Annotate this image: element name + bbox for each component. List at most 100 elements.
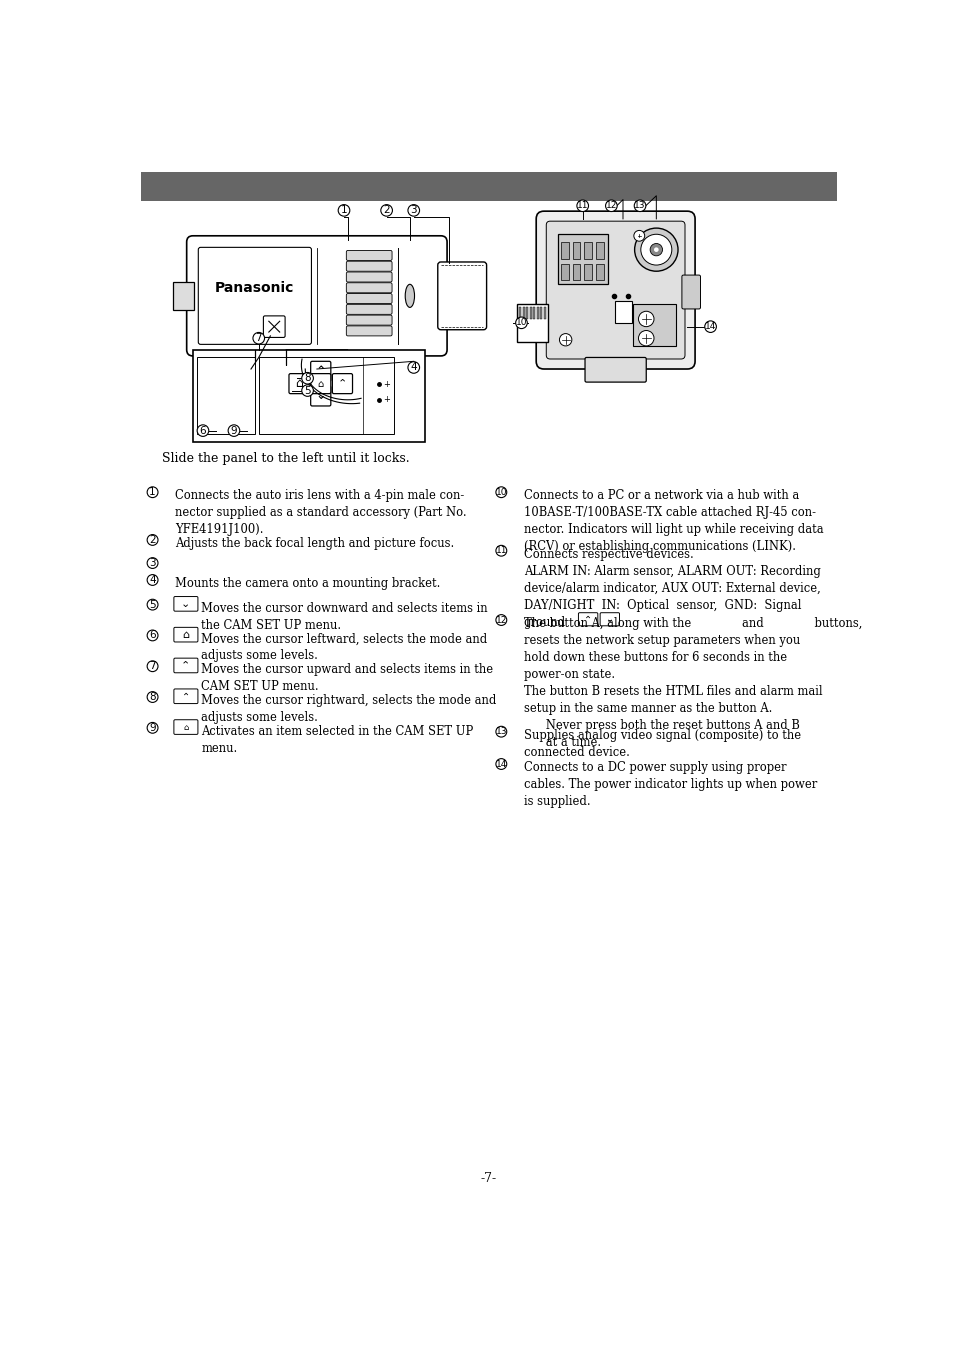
Text: 13: 13 [634, 201, 645, 210]
Bar [525, 308, 528, 318]
Bar [615, 301, 632, 322]
Circle shape [605, 200, 617, 212]
Text: ⌄: ⌄ [605, 614, 613, 625]
Circle shape [253, 332, 264, 344]
Text: 11: 11 [577, 201, 588, 210]
Text: 4: 4 [149, 575, 155, 585]
Circle shape [408, 205, 419, 216]
FancyBboxPatch shape [173, 596, 197, 611]
FancyBboxPatch shape [346, 294, 392, 304]
Text: 4: 4 [410, 363, 416, 372]
FancyBboxPatch shape [346, 283, 392, 293]
Circle shape [337, 205, 350, 216]
Circle shape [633, 231, 644, 241]
Text: ⌄: ⌄ [315, 390, 326, 402]
Bar [536, 308, 538, 318]
Circle shape [147, 575, 158, 585]
Text: 7: 7 [149, 661, 155, 672]
Circle shape [704, 321, 716, 332]
Text: ⌂: ⌂ [182, 630, 190, 639]
FancyBboxPatch shape [536, 212, 695, 370]
Bar [533, 308, 535, 318]
Text: -7-: -7- [480, 1172, 497, 1186]
Circle shape [228, 425, 239, 436]
FancyBboxPatch shape [173, 658, 197, 673]
Text: Moves the cursor leftward, selects the mode and
adjusts some levels.: Moves the cursor leftward, selects the m… [201, 633, 487, 662]
Text: 5: 5 [149, 599, 155, 610]
Circle shape [634, 200, 645, 212]
FancyBboxPatch shape [633, 304, 675, 345]
Circle shape [638, 312, 654, 326]
Bar [572, 263, 579, 281]
FancyBboxPatch shape [198, 247, 311, 344]
Text: ⌃: ⌃ [337, 379, 347, 389]
Ellipse shape [405, 285, 415, 308]
Polygon shape [286, 349, 348, 370]
Bar [596, 263, 603, 281]
Text: 12: 12 [496, 615, 506, 625]
FancyBboxPatch shape [584, 357, 645, 382]
Bar [572, 241, 579, 259]
Bar [596, 241, 603, 259]
Circle shape [634, 228, 678, 271]
Text: 1: 1 [149, 487, 155, 498]
Circle shape [640, 235, 671, 264]
Bar [543, 308, 545, 318]
FancyBboxPatch shape [346, 272, 392, 282]
Text: Moves the cursor downward and selects items in
the CAM SET UP menu.: Moves the cursor downward and selects it… [201, 602, 488, 631]
Text: ⌃: ⌃ [583, 614, 592, 625]
Text: Connects to a PC or a network via a hub with a
10BASE-T/100BASE-TX cable attache: Connects to a PC or a network via a hub … [523, 490, 822, 553]
Bar [560, 263, 568, 281]
FancyBboxPatch shape [173, 282, 194, 310]
FancyBboxPatch shape [517, 304, 547, 343]
Text: 3: 3 [149, 558, 155, 568]
Circle shape [147, 661, 158, 672]
Text: 6: 6 [149, 630, 155, 641]
Text: 12: 12 [605, 201, 617, 210]
FancyBboxPatch shape [346, 316, 392, 325]
Text: 2: 2 [149, 536, 155, 545]
Bar [539, 308, 542, 318]
Text: 8: 8 [149, 692, 155, 701]
Text: 13: 13 [495, 727, 507, 737]
Circle shape [147, 487, 158, 498]
FancyBboxPatch shape [546, 221, 684, 359]
Circle shape [147, 692, 158, 703]
Circle shape [496, 545, 506, 556]
Bar [583, 263, 592, 281]
Text: Activates an item selected in the CAM SET UP
menu.: Activates an item selected in the CAM SE… [201, 724, 473, 754]
Text: 1: 1 [340, 205, 347, 216]
Circle shape [496, 758, 506, 769]
Text: 2: 2 [383, 205, 390, 216]
Bar [193, 349, 425, 442]
Text: Moves the cursor rightward, selects the mode and
adjusts some levels.: Moves the cursor rightward, selects the … [201, 693, 497, 724]
FancyBboxPatch shape [681, 275, 700, 309]
FancyBboxPatch shape [599, 612, 618, 626]
Text: 7: 7 [255, 333, 262, 343]
Text: 11: 11 [495, 546, 507, 556]
Circle shape [496, 615, 506, 626]
Text: ⌂: ⌂ [317, 379, 323, 389]
FancyBboxPatch shape [187, 236, 447, 356]
FancyBboxPatch shape [332, 374, 353, 394]
Text: ⌃: ⌃ [181, 661, 191, 670]
Text: ⌃: ⌃ [315, 364, 326, 378]
Text: ⌄: ⌄ [181, 599, 191, 608]
Text: 14: 14 [496, 759, 506, 769]
Text: Connects respective devices.
ALARM IN: Alarm sensor, ALARM OUT: Recording
device: Connects respective devices. ALARM IN: A… [523, 548, 820, 629]
Circle shape [516, 317, 527, 329]
FancyBboxPatch shape [346, 305, 392, 314]
Text: 9: 9 [231, 426, 237, 436]
Text: Mounts the camera onto a mounting bracket.: Mounts the camera onto a mounting bracke… [174, 577, 440, 590]
FancyBboxPatch shape [173, 689, 197, 704]
Bar [583, 241, 592, 259]
Bar [196, 357, 254, 434]
Circle shape [649, 244, 661, 256]
Bar [141, 171, 836, 201]
FancyBboxPatch shape [346, 262, 392, 271]
Text: 5: 5 [304, 386, 311, 395]
Bar [522, 308, 524, 318]
Circle shape [496, 726, 506, 737]
Circle shape [654, 247, 658, 252]
FancyBboxPatch shape [346, 251, 392, 260]
